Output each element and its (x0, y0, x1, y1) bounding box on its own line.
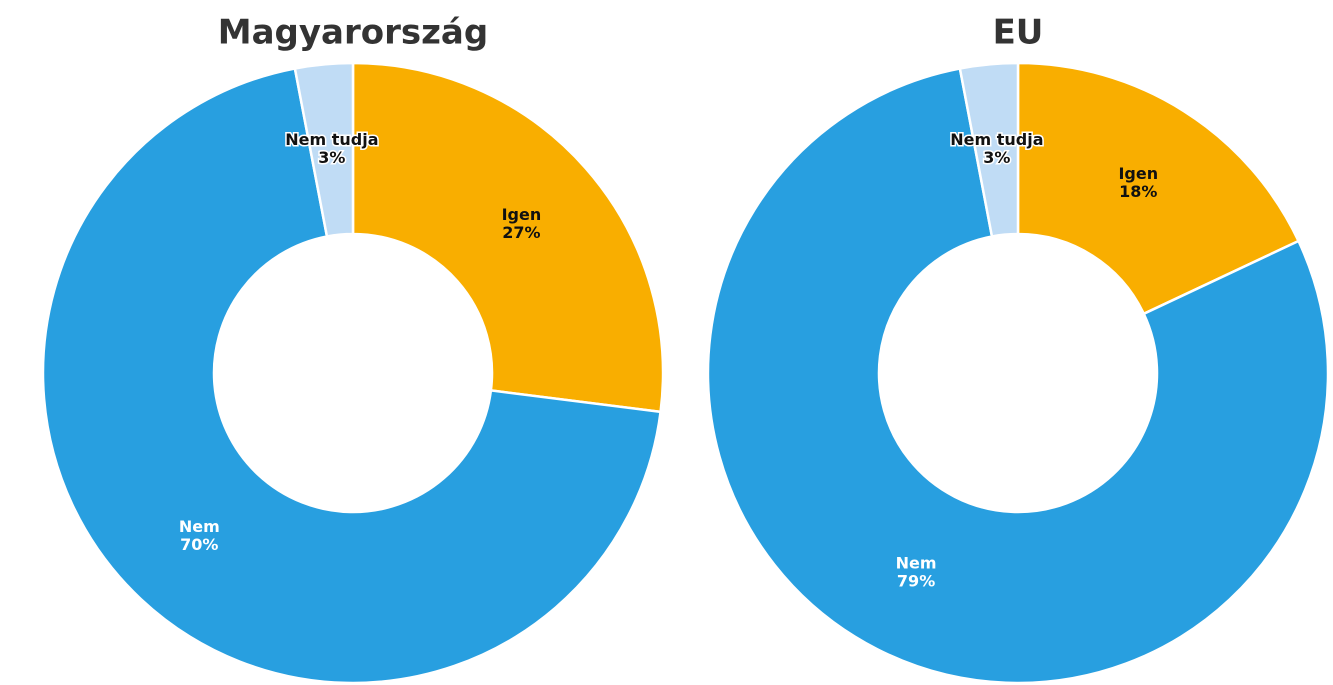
slice-value-label: 18% (1119, 182, 1157, 201)
donut-slice (1016, 61, 1301, 316)
slice-label: Nem (179, 517, 220, 536)
donut-slice (958, 61, 1020, 238)
slice-value-label: 3% (983, 148, 1010, 167)
donut-slice (293, 61, 355, 238)
chart-title: Magyarország (218, 13, 488, 53)
slice-label: Igen (502, 205, 542, 224)
slice-label: Nem tudja (950, 130, 1043, 149)
slice-label: Igen (1118, 164, 1158, 183)
slice-value-label: 70% (180, 535, 218, 554)
slice-label: Nem tudja (285, 130, 378, 149)
donut-slice (351, 61, 665, 414)
slice-value-label: 79% (897, 572, 935, 591)
chart-title: EU (993, 13, 1044, 53)
slice-value-label: 3% (318, 148, 345, 167)
donut-slice (706, 67, 1330, 685)
donut-slice (41, 67, 662, 685)
slice-value-label: 27% (502, 223, 540, 242)
slice-label: Nem (896, 554, 937, 573)
